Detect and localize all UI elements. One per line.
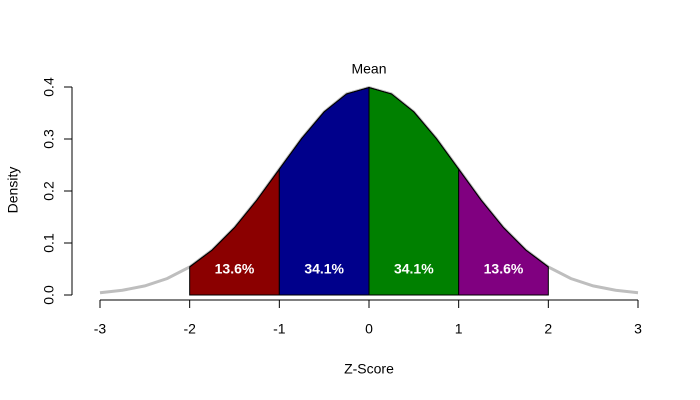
x-tick-label: -2 — [183, 321, 196, 337]
region-label: 13.6% — [484, 261, 524, 277]
y-tick-label: 0.2 — [41, 181, 57, 201]
x-tick-label: 1 — [455, 321, 463, 337]
x-tick-label: 3 — [634, 321, 642, 337]
x-tick-label: -1 — [273, 321, 286, 337]
x-tick-label: 2 — [544, 321, 552, 337]
annotation: Mean — [351, 61, 386, 77]
region-label: 34.1% — [394, 261, 434, 277]
density-curve-outline — [189, 87, 549, 268]
y-tick-label: 0.0 — [41, 285, 57, 305]
y-tick-label: 0.4 — [41, 77, 57, 97]
region-label: 34.1% — [304, 261, 344, 277]
x-tick-label: -3 — [94, 321, 107, 337]
x-tick-label: 0 — [365, 321, 373, 337]
x-axis-label: Z-Score — [344, 361, 394, 377]
y-axis-label: Density — [5, 167, 21, 214]
region-label: 13.6% — [215, 261, 255, 277]
y-tick-label: 0.3 — [41, 129, 57, 149]
y-tick-label: 0.1 — [41, 233, 57, 253]
